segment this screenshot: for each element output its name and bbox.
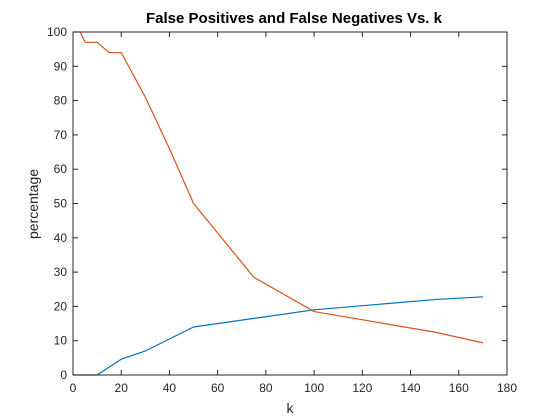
x-tick-label: 180 (497, 381, 517, 395)
y-tick-label: 10 (54, 334, 68, 348)
chart-title: False Positives and False Negatives Vs. … (146, 10, 443, 27)
x-tick-label: 40 (163, 381, 177, 395)
y-tick-label: 60 (54, 162, 68, 176)
x-tick-label: 20 (115, 381, 129, 395)
x-tick-label: 0 (70, 381, 77, 395)
plot-area (73, 32, 507, 375)
y-tick-label: 100 (47, 25, 67, 39)
y-tick-label: 70 (54, 128, 68, 142)
x-tick-label: 80 (259, 381, 273, 395)
y-tick-label: 90 (54, 59, 68, 73)
y-tick-label: 20 (54, 299, 68, 313)
x-tick-label: 160 (449, 381, 469, 395)
y-tick-label: 50 (54, 197, 68, 211)
x-tick-label: 140 (401, 381, 421, 395)
y-tick-label: 30 (54, 265, 68, 279)
y-tick-label: 40 (54, 231, 68, 245)
x-tick-label: 100 (304, 381, 324, 395)
x-axis-label: k (287, 400, 295, 416)
y-tick-label: 0 (60, 368, 67, 382)
y-axis-label: percentage (25, 169, 41, 239)
x-tick-label: 60 (211, 381, 225, 395)
y-tick-label: 80 (54, 94, 68, 108)
x-tick-label: 120 (352, 381, 372, 395)
series-line-2 (73, 31, 484, 344)
tick-layer: 0 20 40 60 80 100 120 140 160 180 0 10 20 30 40 50 60 70 8… (47, 25, 517, 395)
